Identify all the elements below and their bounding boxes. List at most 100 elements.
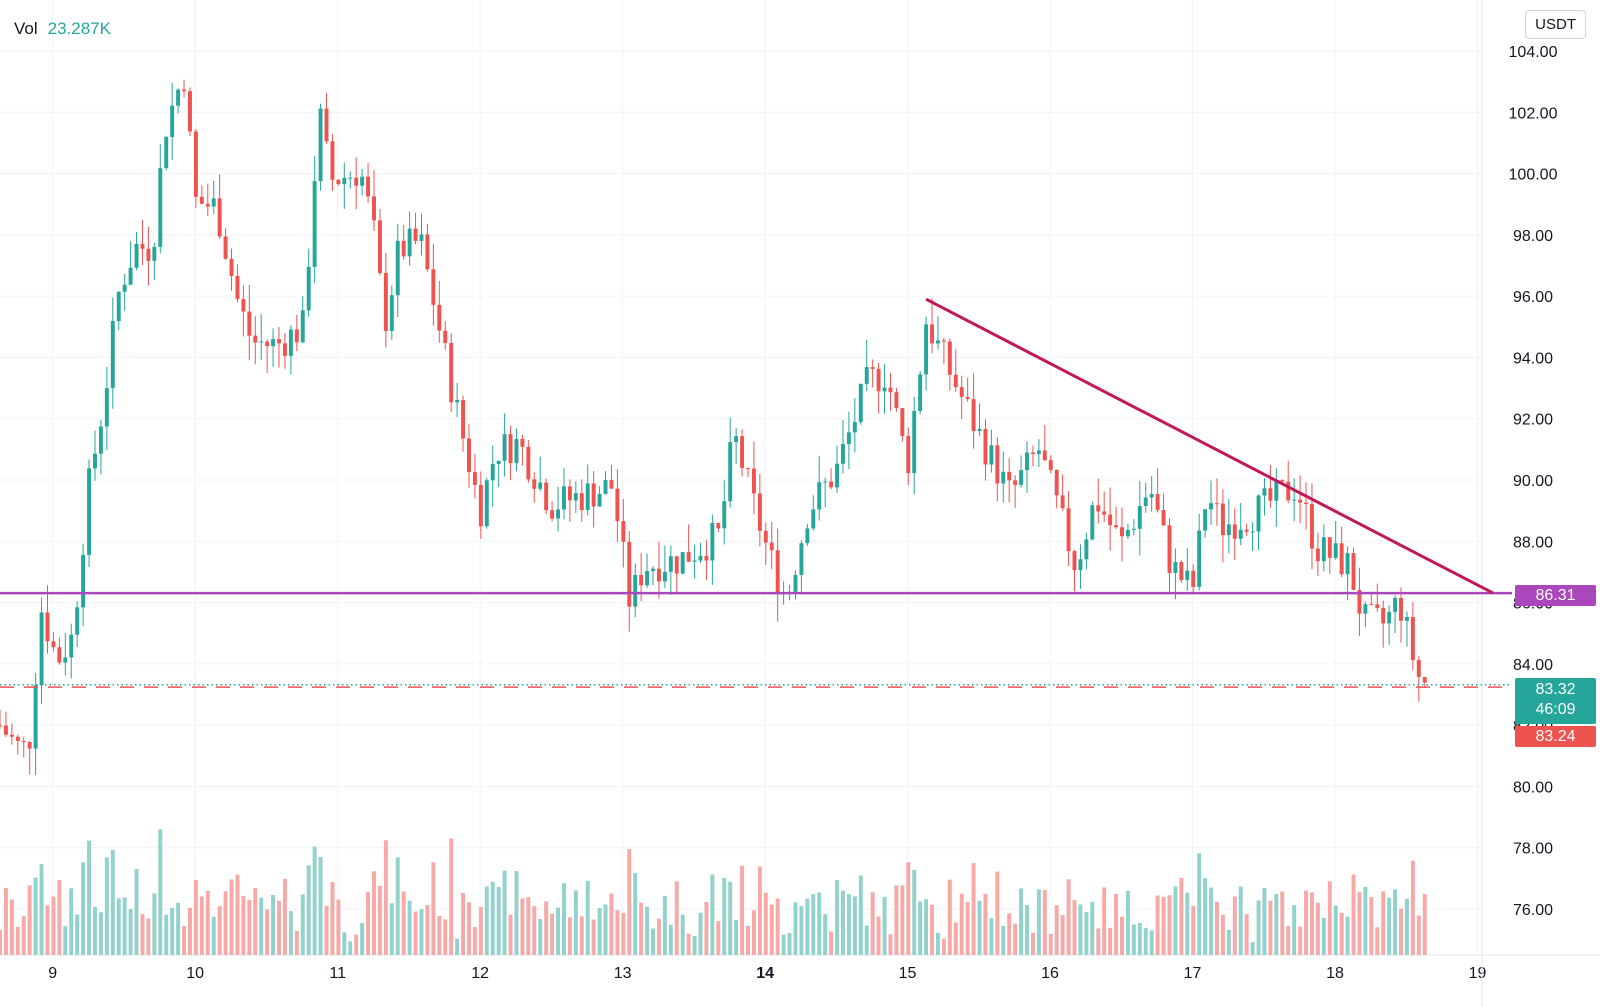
volume-bar [627,849,632,955]
candle-body [164,136,169,169]
candle-body [799,543,804,575]
volume-bar [1345,916,1350,955]
candle-body [51,641,56,648]
volume-bar [662,895,667,955]
candle-body [769,542,774,551]
volume-bar [1161,897,1166,955]
volume-bar [1298,926,1303,955]
volume-bar [858,875,863,955]
candle-body [615,488,620,522]
candle-body [597,493,602,507]
candle-body [1274,480,1279,501]
candle-body [1381,607,1386,624]
volume-bar [425,905,430,955]
candle-body [1399,597,1403,621]
previous-price-tag: 83.24 [1515,726,1596,747]
volume-bar [336,899,341,955]
volume-bar [306,865,311,955]
volume-bar [1054,905,1059,955]
volume-bar [294,930,299,955]
volume-bar [413,911,418,955]
volume-bar [615,910,620,955]
y-tick-label: 100.00 [1509,167,1558,184]
candle-body [704,555,709,561]
volume-bar [1149,930,1154,955]
candle-body [63,657,68,663]
candle-body [912,410,917,474]
volume-bar [579,916,584,955]
candle-body [763,530,768,543]
candle-body [1357,589,1362,614]
candle-body [668,556,673,572]
candle-body [544,482,549,511]
candle-body [906,435,911,474]
candle-body [793,574,798,592]
candle-body [277,339,281,344]
volume-bar [21,916,26,955]
candle-body [941,340,946,342]
volume-bar [1191,906,1196,955]
volume-bar [1244,914,1249,955]
volume-bar [330,882,335,955]
candle-body [1298,499,1303,503]
volume-bar [550,913,555,955]
volume-bar [538,918,543,955]
candle-body [187,91,192,132]
candle-body [900,408,905,436]
candle-body [490,463,495,481]
volume-bar [930,904,934,955]
volume-bar [1096,928,1101,955]
volume-bar [787,932,792,955]
volume-bar [484,886,489,955]
volume-bar [389,903,394,955]
volume-header: Vol 23.287K [14,19,111,39]
y-tick-label: 98.00 [1513,228,1553,245]
volume-bar [751,910,756,955]
candle-body [110,321,115,389]
x-tick-label: 17 [1184,965,1202,982]
volume-bar [104,857,109,955]
volume-bar [633,872,638,955]
candle-body [39,612,44,686]
volume-bar [1197,853,1202,955]
volume-bar [1120,916,1124,955]
volume-bar [63,926,68,955]
candle-body [9,734,14,737]
volume-bar [781,934,786,955]
volume-bar [1131,924,1136,955]
candle-body [419,234,424,241]
candle-body [1410,616,1415,661]
volume-bar [312,846,317,955]
currency-badge[interactable]: USDT [1525,10,1586,39]
volume-bar [300,894,305,955]
candle-body [995,445,1000,484]
candle-body [959,387,964,397]
candle-body [1131,528,1136,530]
candle-body [1072,551,1077,571]
volume-bar [1286,926,1291,955]
volume-bar [1209,887,1214,955]
candle-body [265,341,270,347]
volume-bar [799,905,804,955]
volume-bar [1072,900,1077,955]
x-tick-label: 18 [1326,965,1344,982]
volume-bar [852,896,857,955]
volume-bar [39,864,44,955]
candle-body [69,634,74,658]
volume-bar [247,899,252,955]
candle-body [1013,480,1018,485]
volume-bar [775,898,780,955]
x-tick-label: 12 [471,965,489,982]
y-tick-label: 102.00 [1509,105,1558,122]
volume-bar [51,896,56,955]
volume-bar [841,890,845,955]
candle-body [876,368,881,392]
candle-body [882,387,887,392]
volume-bar [941,938,946,955]
volume-bar [1007,913,1012,955]
candle-body [336,179,341,185]
candle-body [1030,452,1035,455]
volume-bar [1078,904,1083,955]
